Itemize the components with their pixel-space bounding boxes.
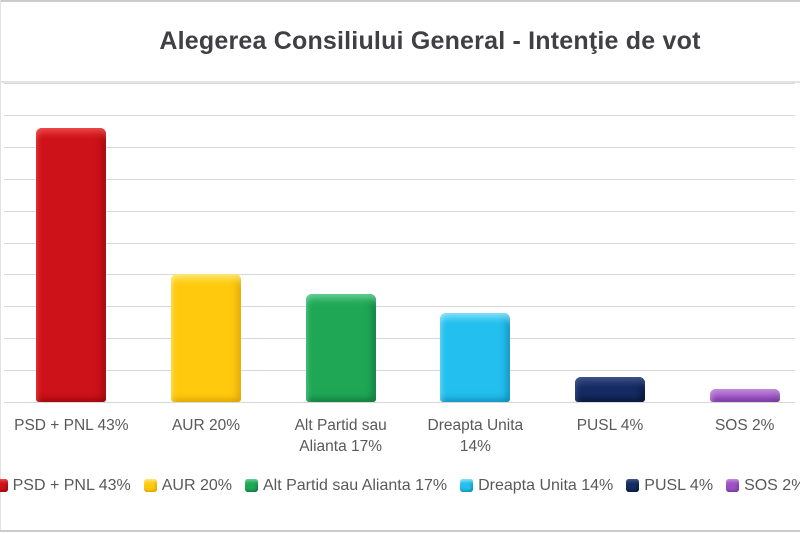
bar-column <box>543 83 678 402</box>
gridline <box>4 211 795 212</box>
legend-item: AUR 20% <box>143 476 232 495</box>
legend-item-label: PSD + PNL 43% <box>12 477 131 494</box>
x-axis-label: PUSL 4% <box>576 417 644 434</box>
legend-item-label: Dreapta Unita 14% <box>478 477 614 494</box>
bar-series <box>4 83 800 402</box>
x-axis-label: SOS 2% <box>714 417 775 434</box>
legend: PSD + PNL 43% AUR 20% Alt Partid sau Alian… <box>0 476 800 495</box>
bar-column <box>4 83 139 402</box>
bar-column <box>408 83 543 402</box>
gridline <box>4 274 795 275</box>
legend-marker-icon <box>244 479 258 492</box>
title-divider <box>0 81 800 83</box>
gridline <box>4 402 795 403</box>
frame-bottom-border <box>0 530 800 532</box>
legend-marker-icon <box>0 479 8 492</box>
gridline <box>4 147 795 148</box>
chart-title: Alegerea Consiliului General - Intenţie … <box>159 27 701 55</box>
legend-item: Dreapta Unita 14% <box>460 476 613 495</box>
bar <box>440 312 511 402</box>
bar-column <box>677 83 800 402</box>
bar <box>36 127 107 402</box>
frame-top-border <box>0 0 800 2</box>
gridline <box>4 306 795 307</box>
x-axis-label: PSD + PNL 43% <box>14 417 129 434</box>
x-axis-labels: PSD + PNL 43% AUR 20% Alt Partid sau Alian… <box>4 415 800 457</box>
gridlines <box>4 83 795 403</box>
x-axis-label: AUR 20% <box>171 417 241 434</box>
bar <box>305 293 376 402</box>
bar <box>171 274 241 402</box>
legend-marker-icon <box>460 479 474 492</box>
gridline <box>4 115 795 116</box>
legend-item-label: Alt Partid sau Alianta 17% <box>262 477 448 494</box>
legend-item-label: AUR 20% <box>161 477 232 494</box>
bar <box>709 389 780 402</box>
legend-marker-icon <box>143 479 157 492</box>
gridline <box>4 243 795 244</box>
legend-item: PSD + PNL 43% <box>0 476 131 495</box>
gridline <box>4 370 795 371</box>
gridline <box>4 83 795 84</box>
gridline <box>4 338 795 339</box>
bar-column <box>139 83 274 402</box>
plot-area <box>4 83 800 403</box>
legend-marker-icon <box>626 479 640 492</box>
bar <box>575 376 646 402</box>
legend-item: PUSL 4% <box>626 476 713 495</box>
frame-left-border <box>0 0 1 532</box>
x-axis-label: Alt Partid sau Alianta 17% <box>294 417 387 455</box>
legend-item: Alt Partid sau Alianta 17% <box>244 476 448 495</box>
gridline <box>4 179 795 180</box>
legend-marker-icon <box>726 479 740 492</box>
x-axis-label: Dreapta Unita 14% <box>427 417 524 455</box>
legend-item-label: SOS 2% <box>744 477 800 494</box>
legend-item: SOS 2% <box>726 476 800 495</box>
legend-item-label: PUSL 4% <box>644 477 714 494</box>
bar-column <box>273 83 408 402</box>
